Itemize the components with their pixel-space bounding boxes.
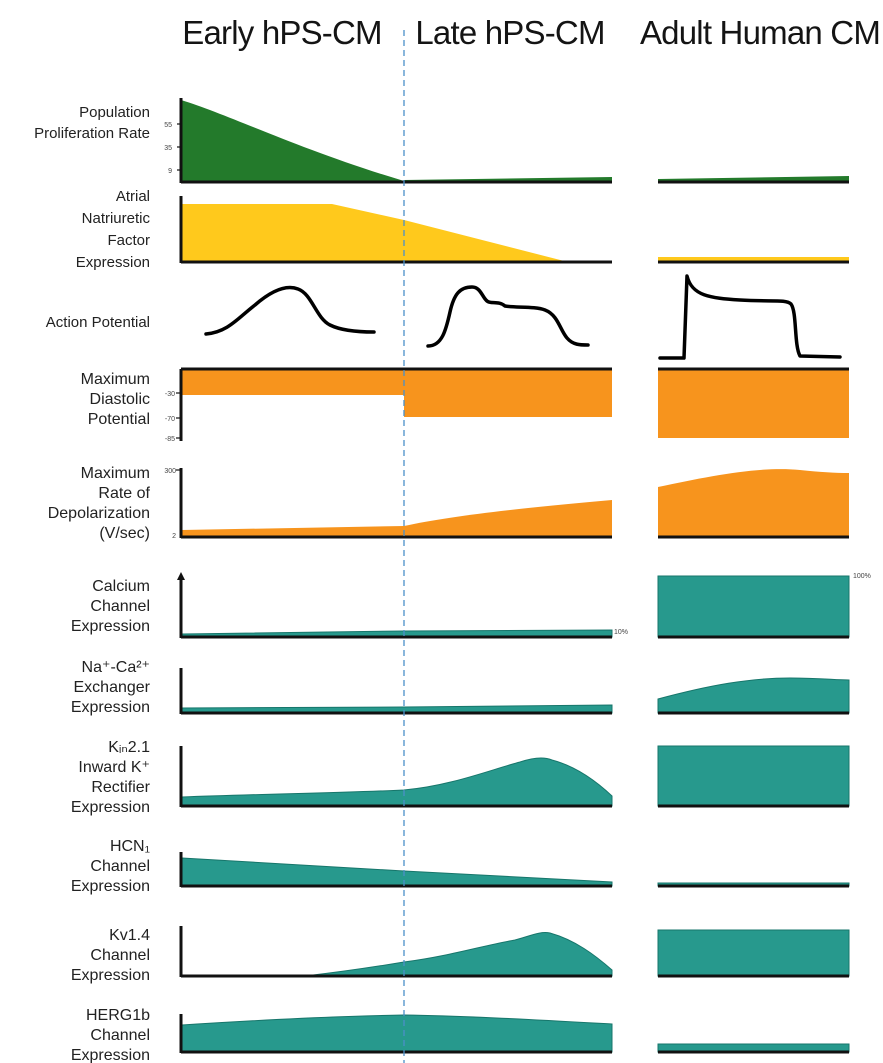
row-label-line: Channel xyxy=(90,947,150,964)
mdp-late-bar xyxy=(404,370,612,417)
row-label-line: Kv1.4 xyxy=(109,927,150,944)
row-label-line: Diastolic xyxy=(90,391,150,408)
row-anf: Atrial Natriuretic Factor Expression xyxy=(76,188,849,271)
row-action-potential: Action Potential xyxy=(46,274,842,360)
row-label-line: Kᵢₙ2.1 xyxy=(108,739,150,756)
depol-adult-area xyxy=(658,469,849,537)
calcium-adult-bar xyxy=(657,575,850,638)
depol-early-area xyxy=(182,526,404,537)
row-label-line: Expression xyxy=(71,1047,150,1063)
row-label-line: Maximum xyxy=(81,371,150,388)
kir-early-late-area xyxy=(181,757,613,807)
row-label-line: Calcium xyxy=(92,578,150,595)
row-label-line: Expression xyxy=(71,799,150,816)
row-label-line: Atrial xyxy=(116,188,150,205)
row-label-line: (V/sec) xyxy=(99,525,150,542)
row-label-line: Rate of xyxy=(98,485,150,502)
tick-label: 9 xyxy=(168,168,172,175)
depol-late-area xyxy=(404,500,612,537)
tick-label: -85 xyxy=(165,436,175,443)
row-calcium: Calcium Channel Expression 10% 100% xyxy=(71,572,871,639)
row-label-line: Natriuretic xyxy=(82,210,151,227)
kv14-early-late-area xyxy=(182,932,613,977)
row-proliferation: Population Proliferation Rate 55 35 9 xyxy=(34,98,849,184)
mdp-adult-bar xyxy=(658,370,849,438)
axis-arrow-icon xyxy=(177,572,185,580)
row-label-line: Exchanger xyxy=(74,679,151,696)
row-label-line: Expression xyxy=(71,618,150,635)
row-label-line: Rectifier xyxy=(91,779,150,796)
herg-early-late-area xyxy=(181,1014,613,1053)
column-header-early: Early hPS-CM xyxy=(182,14,381,51)
row-mdp: Maximum Diastolic Potential -30 -70 -85 xyxy=(81,367,849,443)
row-label-line: Population xyxy=(79,104,150,121)
row-label-line: Channel xyxy=(90,858,150,875)
kir-adult-bar xyxy=(657,745,850,807)
action-potential-adult-trace xyxy=(658,274,842,360)
row-label-line: Depolarization xyxy=(48,505,150,522)
row-label-line: Proliferation Rate xyxy=(34,125,150,142)
column-header-adult: Adult Human CM xyxy=(640,14,880,51)
row-label-line: Expression xyxy=(71,878,150,895)
action-potential-early-trace xyxy=(204,285,376,336)
mdp-early-bar xyxy=(182,370,404,395)
hcn-early-late-area xyxy=(181,857,613,887)
row-label-line: Expression xyxy=(71,967,150,984)
row-label-line: HCN₁ xyxy=(110,838,150,855)
row-kir: Kᵢₙ2.1 Inward K⁺ Rectifier Expression xyxy=(71,739,850,816)
row-depolarization: Maximum Rate of Depolarization (V/sec) 3… xyxy=(48,465,849,542)
row-label-line: HERG1b xyxy=(86,1007,150,1024)
calcium-adult-value: 100% xyxy=(853,573,871,580)
row-label-line: Na⁺-Ca²⁺ xyxy=(82,659,150,676)
row-kv14: Kv1.4 Channel Expression xyxy=(71,926,850,984)
action-potential-late-trace xyxy=(426,285,590,348)
row-label-line: Inward K⁺ xyxy=(78,759,150,776)
tick-label: 35 xyxy=(164,145,172,152)
row-herg: HERG1b Channel Expression xyxy=(71,1007,850,1063)
row-label-line: Maximum xyxy=(81,465,150,482)
ncx-adult-area xyxy=(657,677,850,714)
tick-label: -70 xyxy=(165,416,175,423)
tick-label: 300 xyxy=(164,468,176,475)
row-ncx: Na⁺-Ca²⁺ Exchanger Expression xyxy=(71,659,850,716)
row-label-line: Factor xyxy=(107,232,150,249)
row-hcn: HCN₁ Channel Expression xyxy=(71,838,850,895)
row-label-line: Potential xyxy=(88,411,150,428)
tick-label: 2 xyxy=(172,533,176,540)
column-header-late: Late hPS-CM xyxy=(415,14,604,51)
tick-label: 55 xyxy=(164,122,172,129)
proliferation-early-area xyxy=(181,100,404,181)
anf-late-area xyxy=(404,220,568,262)
row-label-line: Expression xyxy=(76,254,150,271)
row-label-line: Action Potential xyxy=(46,314,150,331)
row-label-line: Channel xyxy=(90,598,150,615)
calcium-late-value: 10% xyxy=(614,629,628,636)
tick-label: -30 xyxy=(165,391,175,398)
row-label-line: Expression xyxy=(71,699,150,716)
row-label-line: Channel xyxy=(90,1027,150,1044)
kv14-adult-bar xyxy=(657,929,850,977)
anf-early-area xyxy=(181,204,404,262)
